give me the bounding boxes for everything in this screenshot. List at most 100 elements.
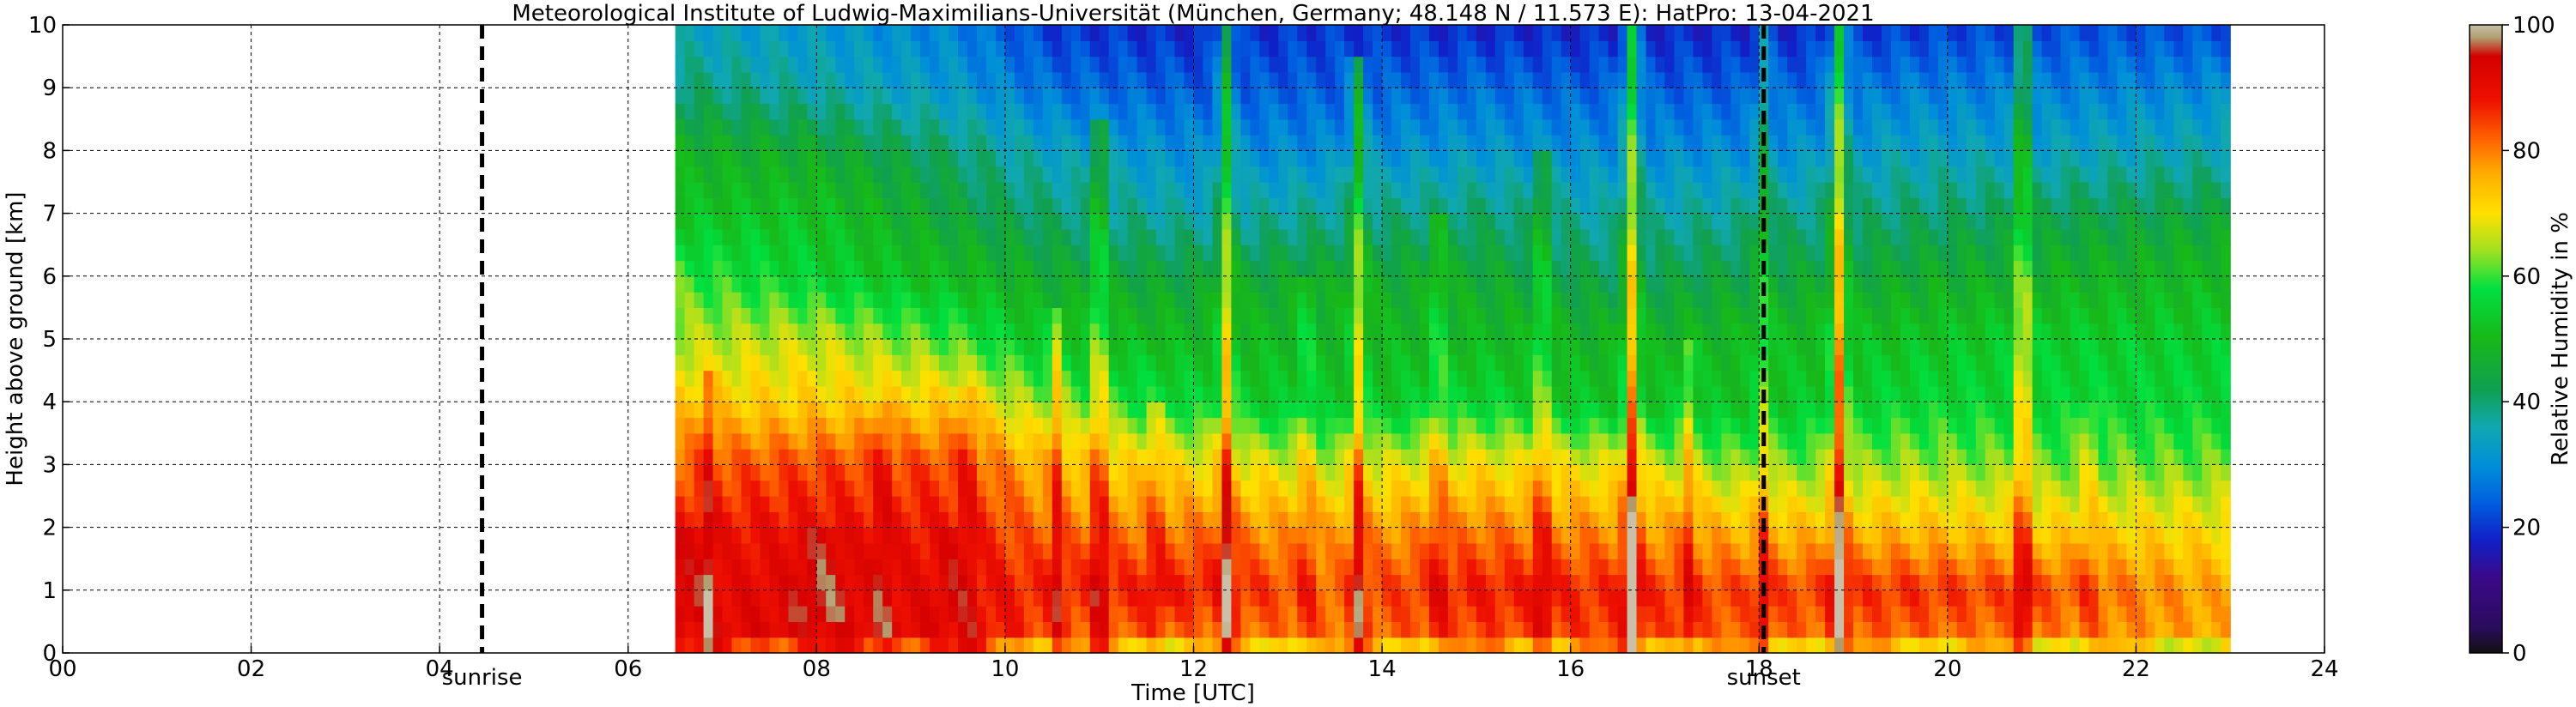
- heatmap-cell: [1457, 574, 1468, 591]
- heatmap-cell: [1203, 542, 1214, 559]
- heatmap-cell: [1844, 637, 1854, 653]
- heatmap-cell: [930, 71, 940, 88]
- heatmap-cell: [797, 88, 808, 105]
- heatmap-cell: [1306, 480, 1317, 497]
- heatmap-cell: [1363, 432, 1373, 450]
- heatmap-cell: [1231, 103, 1241, 120]
- heatmap-cell: [1316, 307, 1326, 324]
- heatmap-cell: [1485, 260, 1496, 277]
- heatmap-cell: [1494, 292, 1506, 308]
- heatmap-cell: [1504, 88, 1515, 105]
- heatmap-cell: [826, 56, 836, 73]
- heatmap-cell: [1184, 103, 1195, 120]
- heatmap-cell: [985, 402, 997, 419]
- heatmap-cell: [1401, 542, 1411, 559]
- heatmap-cell: [1240, 385, 1251, 402]
- heatmap-cell: [1693, 496, 1703, 512]
- heatmap-cell: [1494, 432, 1506, 450]
- heatmap-cell: [911, 323, 921, 340]
- heatmap-cell: [1410, 339, 1421, 355]
- heatmap-cell: [1288, 417, 1298, 434]
- heatmap-cell: [1099, 637, 1110, 653]
- heatmap-cell: [1608, 432, 1619, 450]
- heatmap-cell: [1184, 432, 1195, 450]
- heatmap-cell: [1438, 496, 1449, 512]
- heatmap-cell: [1023, 621, 1034, 638]
- heatmap-cell: [1730, 150, 1741, 167]
- heatmap-cell: [1401, 417, 1411, 434]
- heatmap-cell: [1335, 354, 1345, 372]
- heatmap-cell: [1825, 496, 1835, 512]
- heatmap-cell: [1693, 417, 1703, 434]
- heatmap-cell: [1523, 228, 1534, 245]
- heatmap-cell: [1457, 56, 1468, 73]
- heatmap-cell: [995, 182, 1006, 198]
- heatmap-cell: [1240, 323, 1251, 340]
- heatmap-cell: [1627, 637, 1638, 653]
- heatmap-cell: [1146, 260, 1157, 277]
- heatmap-cell: [1457, 25, 1468, 41]
- heatmap-cell: [1570, 150, 1581, 167]
- heatmap-cell: [1080, 432, 1091, 450]
- heatmap-cell: [1203, 370, 1214, 387]
- heatmap-cell: [920, 275, 930, 293]
- heatmap-cell: [1787, 606, 1797, 622]
- heatmap-cell: [1146, 511, 1157, 529]
- heatmap-cell: [1174, 417, 1185, 434]
- heatmap-cell: [1354, 354, 1364, 372]
- heatmap-cell: [1655, 637, 1666, 653]
- heatmap-cell: [788, 527, 798, 544]
- heatmap-cell: [1428, 275, 1440, 293]
- heatmap-cell: [892, 621, 902, 638]
- heatmap-cell: [1730, 118, 1741, 136]
- heatmap-cell: [1589, 464, 1600, 481]
- heatmap-cell: [1316, 166, 1326, 183]
- heatmap-cell: [1579, 228, 1591, 245]
- heatmap-cell: [1778, 166, 1788, 183]
- heatmap-cell: [779, 292, 789, 308]
- heatmap-cell: [930, 354, 940, 372]
- heatmap-cell: [1042, 464, 1053, 481]
- heatmap-cell: [949, 71, 959, 88]
- heatmap-cell: [1844, 402, 1854, 419]
- heatmap-cell: [930, 275, 940, 293]
- heatmap-cell: [1193, 323, 1204, 340]
- heatmap-cell: [882, 559, 893, 576]
- heatmap-cell: [1014, 275, 1025, 293]
- heatmap-cell: [684, 559, 695, 576]
- heatmap-cell: [1344, 621, 1355, 638]
- heatmap-cell: [1420, 197, 1430, 215]
- heatmap-cell: [930, 228, 940, 245]
- heatmap-cell: [1099, 589, 1110, 607]
- heatmap-cell: [1664, 417, 1676, 434]
- heatmap-cell: [1532, 574, 1543, 591]
- heatmap-cell: [1513, 103, 1524, 120]
- heatmap-cell: [1089, 307, 1100, 324]
- heatmap-cell: [694, 56, 705, 73]
- heatmap-cell: [1523, 354, 1534, 372]
- heatmap-cell: [1410, 574, 1421, 591]
- heatmap-cell: [1070, 166, 1082, 183]
- heatmap-cell: [1373, 637, 1383, 653]
- heatmap-cell: [1428, 292, 1440, 308]
- heatmap-cell: [826, 606, 836, 622]
- heatmap-cell: [1542, 432, 1553, 450]
- heatmap-cell: [930, 449, 940, 465]
- heatmap-cell: [1815, 511, 1826, 529]
- heatmap-cell: [1080, 527, 1091, 544]
- heatmap-cell: [1410, 417, 1421, 434]
- heatmap-cell: [1797, 637, 1807, 653]
- heatmap-cell: [1768, 228, 1779, 245]
- heatmap-cell: [1721, 432, 1731, 450]
- heatmap-cell: [1504, 228, 1515, 245]
- heatmap-cell: [1089, 527, 1100, 544]
- heatmap-cell: [1636, 464, 1647, 481]
- heatmap-cell: [1428, 25, 1440, 41]
- heatmap-cell: [1494, 511, 1506, 529]
- heatmap-cell: [1551, 182, 1562, 198]
- heatmap-cell: [920, 542, 930, 559]
- heatmap-cell: [1806, 574, 1816, 591]
- heatmap-cell: [1212, 135, 1223, 151]
- heatmap-cell: [1373, 417, 1383, 434]
- heatmap-cell: [845, 323, 855, 340]
